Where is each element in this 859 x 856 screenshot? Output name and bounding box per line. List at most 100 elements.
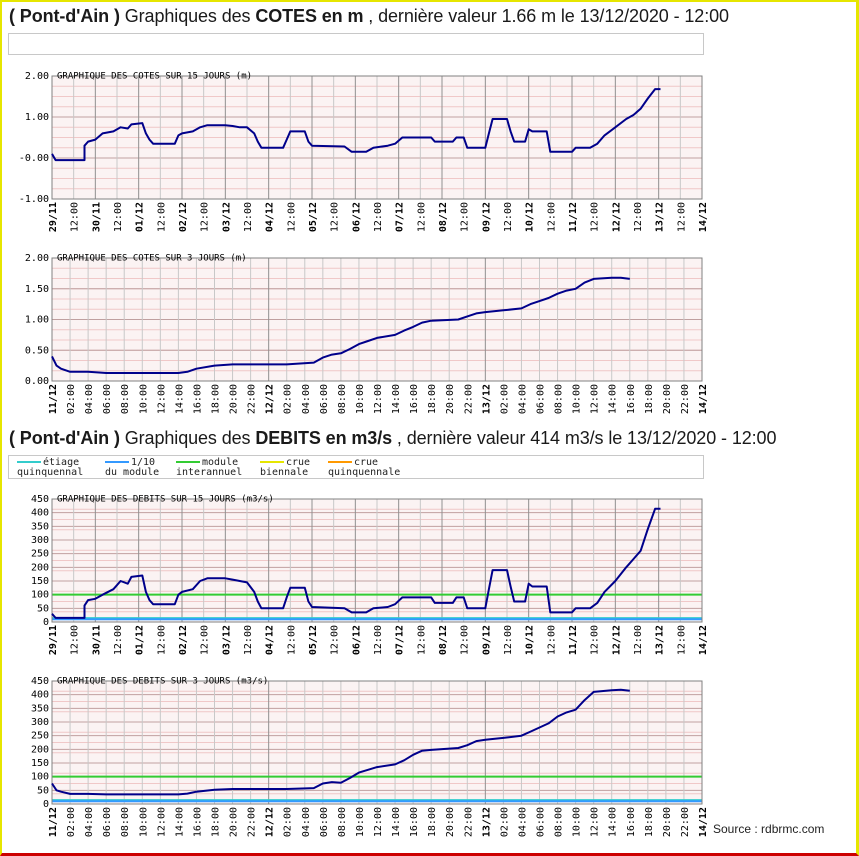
x-tick-label: 06:00 xyxy=(319,807,330,837)
x-tick-label: 13/12 xyxy=(481,807,492,837)
x-tick-label: 14:00 xyxy=(608,807,619,837)
x-tick-label: 12:00 xyxy=(416,625,427,655)
x-tick-label: 02:00 xyxy=(66,807,77,837)
x-tick-label: 29/11 xyxy=(48,202,59,232)
x-tick-label: 14/12 xyxy=(698,625,709,655)
x-tick-label: 12:00 xyxy=(243,202,254,232)
series-line xyxy=(51,507,661,619)
x-tick-label: 12:00 xyxy=(633,625,644,655)
y-tick-label: 150 xyxy=(31,758,49,769)
x-tick-label: 16:00 xyxy=(626,807,637,837)
y-tick-label: 350 xyxy=(31,703,49,714)
x-tick-label: 06:00 xyxy=(536,807,547,837)
x-tick-label: 12:00 xyxy=(286,625,297,655)
y-tick-label: 350 xyxy=(31,521,49,532)
y-tick-label: 0.50 xyxy=(25,345,49,356)
chart-title: GRAPHIQUE DES DEBITS SUR 3 JOURS (m3/s) xyxy=(57,677,268,687)
x-tick-label: 22:00 xyxy=(680,384,691,414)
x-tick-label: 12/12 xyxy=(265,384,276,414)
x-tick-label: 20:00 xyxy=(662,807,673,837)
x-tick-label: 08:00 xyxy=(120,384,131,414)
x-tick-label: 12:00 xyxy=(156,384,167,414)
x-tick-label: 08:00 xyxy=(337,807,348,837)
y-tick-label: 2.00 xyxy=(25,253,49,264)
legend-item-etiage: étiage quinquennal xyxy=(17,458,83,478)
x-tick-label: 11/12 xyxy=(568,202,579,232)
x-tick-label: 04:00 xyxy=(301,384,312,414)
x-tick-label: 12/12 xyxy=(611,625,622,655)
y-tick-label: 300 xyxy=(31,535,49,546)
x-tick-label: 02:00 xyxy=(66,384,77,414)
x-tick-label: 02:00 xyxy=(283,807,294,837)
x-tick-label: 08/12 xyxy=(438,625,449,655)
x-tick-label: 20:00 xyxy=(445,384,456,414)
x-tick-label: 04:00 xyxy=(301,807,312,837)
heading-station: ( Pont-d'Ain ) xyxy=(9,428,120,448)
legend-swatch xyxy=(260,461,284,463)
y-tick-label: 1.50 xyxy=(25,284,49,295)
x-tick-label: 12:00 xyxy=(546,625,557,655)
x-tick-label: 14:00 xyxy=(391,384,402,414)
x-tick-label: 10:00 xyxy=(355,384,366,414)
x-tick-label: 08:00 xyxy=(554,807,565,837)
legend-label-line1: 1/10 xyxy=(131,457,156,468)
legend-label-line1: étiage xyxy=(43,457,80,468)
x-tick-label: 16:00 xyxy=(192,807,203,837)
series-line xyxy=(51,688,630,796)
x-tick-label: 12:00 xyxy=(70,625,81,655)
chart-title: GRAPHIQUE DES DEBITS SUR 15 JOURS (m3/s) xyxy=(57,495,274,505)
x-tick-label: 16:00 xyxy=(409,807,420,837)
x-tick-label: 12:00 xyxy=(373,625,384,655)
y-tick-label: 0 xyxy=(43,799,49,810)
y-tick-label: 200 xyxy=(31,744,49,755)
x-tick-label: 12:00 xyxy=(546,202,557,232)
x-tick-label: 12:00 xyxy=(200,202,211,232)
x-tick-label: 10/12 xyxy=(525,202,536,232)
x-tick-label: 14/12 xyxy=(698,384,709,414)
x-tick-label: 22:00 xyxy=(247,807,258,837)
x-tick-label: 06:00 xyxy=(102,807,113,837)
legend-label-line1: crue xyxy=(286,457,311,468)
y-tick-label: 100 xyxy=(31,772,49,783)
x-tick-label: 10:00 xyxy=(572,384,583,414)
x-tick-label: 18:00 xyxy=(427,807,438,837)
x-tick-label: 18:00 xyxy=(211,807,222,837)
legend-label-line1: module xyxy=(202,457,239,468)
legend-item-crue-biennale: crue biennale xyxy=(260,458,310,478)
x-tick-label: 12/12 xyxy=(611,202,622,232)
x-tick-label: 12:00 xyxy=(676,202,687,232)
x-tick-label: 12:00 xyxy=(286,202,297,232)
x-tick-label: 12:00 xyxy=(416,202,427,232)
x-tick-label: 05/12 xyxy=(308,202,319,232)
y-tick-label: 200 xyxy=(31,562,49,573)
x-tick-label: 04:00 xyxy=(84,807,95,837)
y-tick-label: 1.00 xyxy=(25,315,49,326)
x-tick-label: 13/12 xyxy=(655,202,666,232)
x-tick-label: 04/12 xyxy=(265,202,276,232)
x-tick-label: 20:00 xyxy=(662,384,673,414)
x-tick-label: 14/12 xyxy=(698,807,709,837)
x-tick-label: 06:00 xyxy=(102,384,113,414)
x-tick-label: 16:00 xyxy=(409,384,420,414)
x-tick-label: 02:00 xyxy=(283,384,294,414)
x-tick-label: 12:00 xyxy=(503,625,514,655)
x-tick-label: 12:00 xyxy=(156,202,167,232)
legend-label-line2: quinquennale xyxy=(328,467,401,478)
legend-label-line2: du module xyxy=(105,467,160,478)
heading-prefix: Graphiques des xyxy=(124,428,251,448)
legend-swatch xyxy=(17,461,41,463)
x-tick-label: 06/12 xyxy=(351,202,362,232)
x-tick-label: 11/12 xyxy=(48,807,59,837)
heading-debits: ( Pont-d'Ain ) Graphiques des DEBITS en … xyxy=(9,428,776,449)
x-tick-label: 12:00 xyxy=(590,384,601,414)
x-tick-label: 14:00 xyxy=(608,384,619,414)
plot-frame xyxy=(51,680,703,805)
y-tick-label: -0.00 xyxy=(19,153,49,164)
x-tick-label: 12:00 xyxy=(590,625,601,655)
x-tick-label: 20:00 xyxy=(229,807,240,837)
x-tick-label: 14:00 xyxy=(174,384,185,414)
legend-label-line2: quinquennal xyxy=(17,467,84,478)
y-tick-label: 250 xyxy=(31,549,49,560)
